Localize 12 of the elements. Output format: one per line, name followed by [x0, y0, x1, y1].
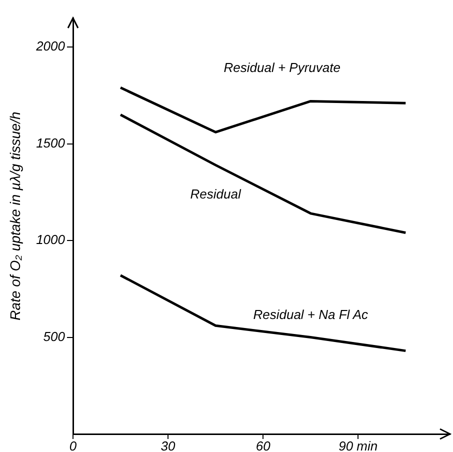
y-tick-label: 2000: [35, 38, 66, 54]
y-axis-title: Rate of O₂ uptake in µλ/g tissue/h: [6, 111, 23, 320]
x-tick-label: 90 min: [338, 438, 378, 452]
x-tick-label: 0: [69, 438, 78, 452]
y-tick-label: 1500: [36, 135, 66, 150]
x-tick-label: 60: [256, 438, 272, 452]
series-label: Residual + Na Fl Ac: [253, 306, 368, 322]
x-tick-label: 30: [160, 438, 176, 452]
text: Residual + Pyruvate: [224, 60, 340, 76]
series-label: Residual: [190, 186, 242, 202]
y-tick-label: 500: [43, 328, 66, 344]
y-tick-label: 1000: [36, 232, 66, 248]
